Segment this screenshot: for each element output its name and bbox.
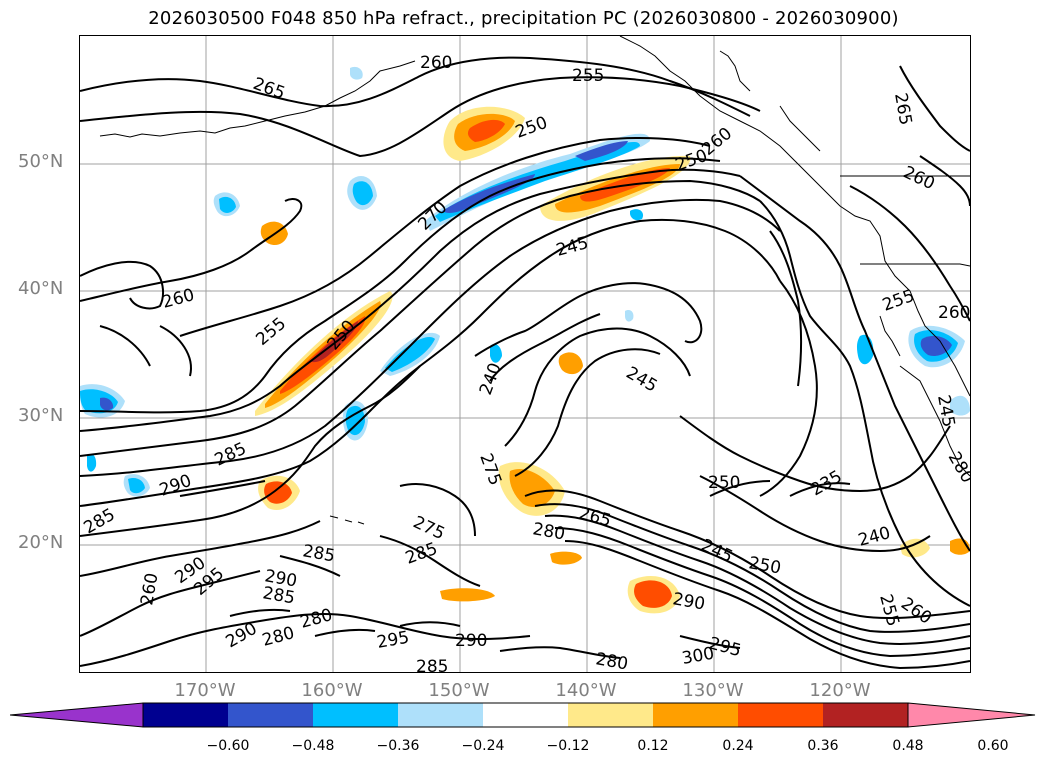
colorbar-segment — [823, 703, 908, 727]
contour-label: 260 — [160, 285, 197, 313]
contour-label: 250 — [708, 473, 740, 493]
contour-label: 285 — [416, 657, 448, 672]
longitude-label: 140°W — [555, 680, 617, 701]
latitude-label: 50°N — [18, 151, 64, 172]
colorbar-tick-label: −0.12 — [546, 738, 590, 754]
contour-label: 280 — [298, 605, 335, 633]
longitude-label: 160°W — [301, 680, 363, 701]
colorbar-extend-low — [10, 702, 144, 728]
map-canvas: 265 250 255 260 265 260 250 255 260 245 … — [80, 36, 970, 672]
contour-label: 290 — [157, 471, 194, 501]
colorbar-tick-label: −0.48 — [291, 738, 335, 754]
colorbar-extend-high — [907, 702, 1036, 728]
colorbar — [10, 702, 1036, 728]
precip-positive-shading — [255, 106, 970, 614]
contour-labels: 265 250 255 260 265 260 250 255 260 245 … — [81, 53, 971, 672]
contour-label: 285 — [403, 539, 440, 569]
colorbar-segment — [653, 703, 738, 727]
contour-label: 265 — [250, 74, 287, 104]
latitude-label: 30°N — [18, 405, 64, 426]
colorbar-tick-label: 0.12 — [637, 738, 669, 754]
colorbar-tick-label: −0.36 — [376, 738, 420, 754]
contour-label: 260 — [420, 53, 452, 73]
contour-label: 290 — [223, 619, 261, 653]
contour-label: 255 — [880, 286, 917, 316]
contour-label: 280 — [531, 519, 566, 544]
contour-label: 235 — [808, 467, 846, 501]
contour-label: 265 — [577, 504, 614, 532]
contour-label: 245 — [554, 233, 591, 261]
contour-label: 240 — [856, 523, 893, 551]
colorbar-outline — [142, 702, 909, 728]
longitude-label: 150°W — [428, 680, 490, 701]
latitude-label: 40°N — [18, 278, 64, 299]
colorbar-segment — [313, 703, 398, 727]
colorbar-segment — [398, 703, 483, 727]
map-panel: 265 250 255 260 265 260 250 255 260 245 … — [79, 35, 971, 673]
contour-label: 280 — [594, 649, 629, 672]
contour-label: 260 — [938, 303, 970, 323]
colorbar-segment — [568, 703, 653, 727]
contour-label: 245 — [933, 393, 958, 428]
contour-label: 260 — [137, 571, 162, 606]
colorbar-tick-label: 0.24 — [722, 738, 754, 754]
contour-label: 280 — [944, 449, 970, 487]
latitude-label: 20°N — [18, 532, 64, 553]
longitude-label: 130°W — [682, 680, 744, 701]
colorbar-tick-label: −0.24 — [461, 738, 505, 754]
colorbar-tick-label: −0.60 — [206, 738, 250, 754]
colorbar-segment — [483, 703, 568, 727]
colorbar-tick-label: 0.36 — [807, 738, 839, 754]
contour-label: 285 — [261, 583, 296, 608]
colorbar-segment — [143, 703, 228, 727]
longitude-label: 170°W — [174, 680, 236, 701]
contour-label: 240 — [476, 360, 506, 397]
contour-label: 290 — [455, 631, 487, 651]
contour-label: 265 — [890, 91, 915, 126]
contour-label: 245 — [623, 363, 661, 397]
contour-label: 290 — [671, 589, 706, 614]
contour-label: 255 — [252, 314, 290, 350]
chart-title: 2026030500 F048 850 hPa refract., precip… — [148, 8, 899, 29]
contour-label: 280 — [260, 623, 297, 651]
contour-label: 255 — [572, 66, 604, 86]
colorbar-segment — [738, 703, 823, 727]
refractivity-contours — [80, 56, 970, 670]
colorbar-tick-label: 0.48 — [892, 738, 924, 754]
contour-label: 260 — [900, 162, 938, 194]
colorbar-tick-label: 0.60 — [977, 738, 1009, 754]
contour-label: 285 — [212, 439, 250, 471]
contour-label: 270 — [414, 197, 451, 234]
colorbar-segment — [228, 703, 313, 727]
longitude-label: 120°W — [809, 680, 871, 701]
contour-label: 295 — [375, 628, 410, 653]
contour-label: 275 — [475, 451, 505, 488]
